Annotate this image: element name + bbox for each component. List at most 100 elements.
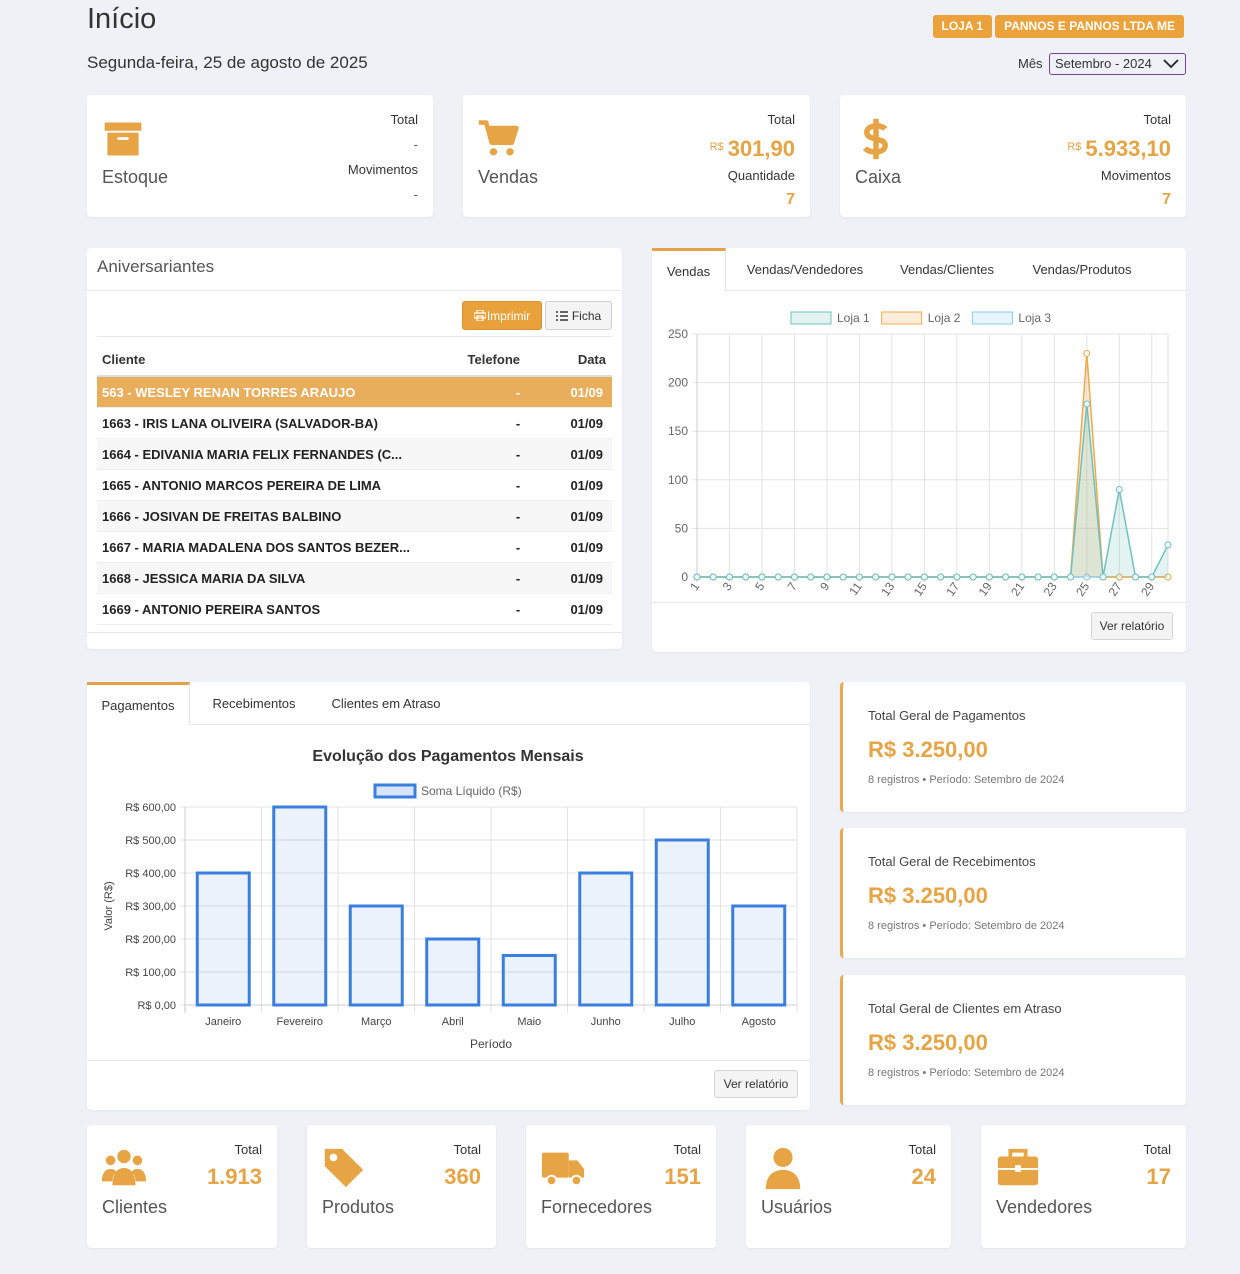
x-tick-label: 21 xyxy=(1008,579,1027,598)
table-row[interactable]: 563 - WESLEY RENAN TORRES ARAUJO - 01/09 xyxy=(97,377,612,408)
data-point xyxy=(1115,486,1123,494)
table-row[interactable]: 1664 - EDIVANIA MARIA FELIX FERNANDES (C… xyxy=(97,439,612,470)
divider xyxy=(652,602,1186,603)
month-select[interactable]: Setembro - 2024 xyxy=(1049,53,1186,75)
print-button[interactable]: Imprimir xyxy=(462,301,542,330)
table-row[interactable]: 1663 - IRIS LANA OLIVEIRA (SALVADOR-BA) -… xyxy=(97,408,612,439)
table-row[interactable]: 1666 - JOSIVAN DE FREITAS BALBINO - 01/09 xyxy=(97,501,612,532)
stat-value: 360 xyxy=(444,1164,481,1189)
report-button[interactable]: Ver relatório xyxy=(1091,612,1173,640)
tab[interactable]: Pagamentos xyxy=(87,682,190,725)
x-tick-label: Janeiro xyxy=(205,1016,241,1028)
stat-label: Total xyxy=(1143,1142,1171,1157)
tab[interactable]: Vendas/Vendedores xyxy=(746,262,864,277)
icon-shape xyxy=(568,1160,585,1178)
legend-label: Loja 3 xyxy=(1018,311,1051,325)
table-row[interactable]: 1669 - ANTONIO PEREIRA SANTOS - 01/09 xyxy=(97,594,612,625)
tab[interactable]: Recebimentos xyxy=(212,696,296,711)
tab[interactable]: Vendas/Clientes xyxy=(900,262,994,277)
x-tick-label: 27 xyxy=(1106,579,1125,598)
list-icon xyxy=(555,310,568,321)
stat-value: 7 xyxy=(786,191,795,208)
tab-border xyxy=(726,290,1186,291)
x-tick-label: Março xyxy=(361,1016,392,1028)
icon xyxy=(101,1149,147,1186)
y-tick-label: 250 xyxy=(668,327,688,341)
card-label: Usuários xyxy=(761,1197,833,1217)
tab[interactable]: Vendas xyxy=(652,248,726,291)
report-button[interactable]: Ver relatório xyxy=(714,1070,798,1098)
data-point xyxy=(1083,400,1091,408)
icon-shape xyxy=(131,1168,147,1182)
ficha-button[interactable]: Ficha xyxy=(545,301,612,330)
icon xyxy=(104,122,142,156)
card-label: Fornecedores xyxy=(541,1197,653,1217)
icon-shape xyxy=(773,1147,793,1168)
summary-note: 8 registros • Período: Setembro de 2024 xyxy=(868,774,1065,786)
series-area xyxy=(697,403,1168,577)
summary-title: Total Geral de Recebimentos xyxy=(868,854,1036,869)
stat-label: Total xyxy=(390,112,418,127)
data-point xyxy=(1132,573,1140,581)
tab[interactable]: Clientes em Atraso xyxy=(331,696,441,711)
divider xyxy=(87,632,622,633)
stat-value-row: - xyxy=(348,132,418,158)
chevron xyxy=(1163,59,1179,69)
stat-value: 17 xyxy=(1146,1164,1171,1189)
header-rule xyxy=(97,375,612,377)
y-tick-label: 200 xyxy=(668,376,688,390)
count-card: Usuários Total 24 xyxy=(746,1125,951,1248)
bar xyxy=(578,871,634,1007)
x-axis-label: Período xyxy=(470,1037,512,1051)
table-cell: 01/09 xyxy=(570,509,603,524)
x-tick-label: 3 xyxy=(720,579,735,593)
bar xyxy=(348,904,404,1007)
stat-label: Total xyxy=(908,1142,936,1157)
icon-shape xyxy=(545,1174,558,1187)
data-point xyxy=(904,573,912,581)
card-stats: Total - Movimentos - xyxy=(348,108,418,208)
button-text: Ficha xyxy=(571,308,602,323)
x-tick-label: 9 xyxy=(817,579,832,593)
icon-shape xyxy=(132,1155,143,1166)
icon xyxy=(997,1148,1039,1186)
y-tick-label: R$ 0,00 xyxy=(137,1000,176,1012)
summary-card: Total Geral de Clientes em Atraso R$ 3.25… xyxy=(840,975,1186,1105)
icon-shape xyxy=(541,1152,569,1178)
summary-note: 8 registros • Período: Setembro de 2024 xyxy=(868,1067,1065,1079)
card-label: Vendas xyxy=(478,167,539,187)
bar xyxy=(731,904,787,1007)
stat-value-row: 7 xyxy=(1067,188,1171,212)
chart-area: Evolução dos Pagamentos Mensais Soma Líqu… xyxy=(103,748,798,1051)
table-cell: 01/09 xyxy=(570,416,603,431)
icon-shape xyxy=(117,1149,131,1164)
x-tick-label: 25 xyxy=(1073,579,1092,598)
data-point xyxy=(969,573,977,581)
table-row[interactable]: 1668 - JESSICA MARIA DA SILVA - 01/09 xyxy=(97,563,612,594)
bar xyxy=(195,871,251,1007)
table-row[interactable]: 1667 - MARIA MADALENA DOS SANTOS BEZER..… xyxy=(97,532,612,563)
icon xyxy=(765,1147,801,1190)
currency: R$ xyxy=(1067,141,1082,153)
icon-shape xyxy=(112,1168,136,1186)
list-shape xyxy=(555,310,568,321)
table-row[interactable]: 1665 - ANTONIO MARCOS PEREIRA DE LIMA - 01… xyxy=(97,470,612,501)
card-stats: Total R$ 301,90 Quantidade 7 xyxy=(710,108,795,212)
count-card: Fornecedores Total 151 xyxy=(526,1125,716,1248)
x-tick-label: 1 xyxy=(687,579,702,593)
x-tick-label: 29 xyxy=(1138,579,1157,598)
legend-label: Loja 2 xyxy=(928,311,961,325)
summary-card: Total Geral de Recebimentos R$ 3.250,00 8 … xyxy=(840,828,1186,958)
tab[interactable]: Vendas/Produtos xyxy=(1032,262,1132,277)
x-tick-label: Junho xyxy=(591,1016,621,1028)
page-date: Segunda-feira, 25 de agosto de 2025 xyxy=(87,53,368,72)
data-point xyxy=(758,573,766,581)
icon xyxy=(478,120,519,156)
stat-label: Quantidade xyxy=(727,168,795,183)
summary-card: Total Geral de Pagamentos R$ 3.250,00 8 re… xyxy=(840,682,1186,812)
icon-shape xyxy=(570,1174,583,1187)
data-point xyxy=(1115,573,1123,581)
data-point xyxy=(693,573,701,581)
legend-swatch xyxy=(881,311,923,325)
badges: LOJA 1 PANNOS E PANNOS LTDA ME xyxy=(932,15,1184,38)
